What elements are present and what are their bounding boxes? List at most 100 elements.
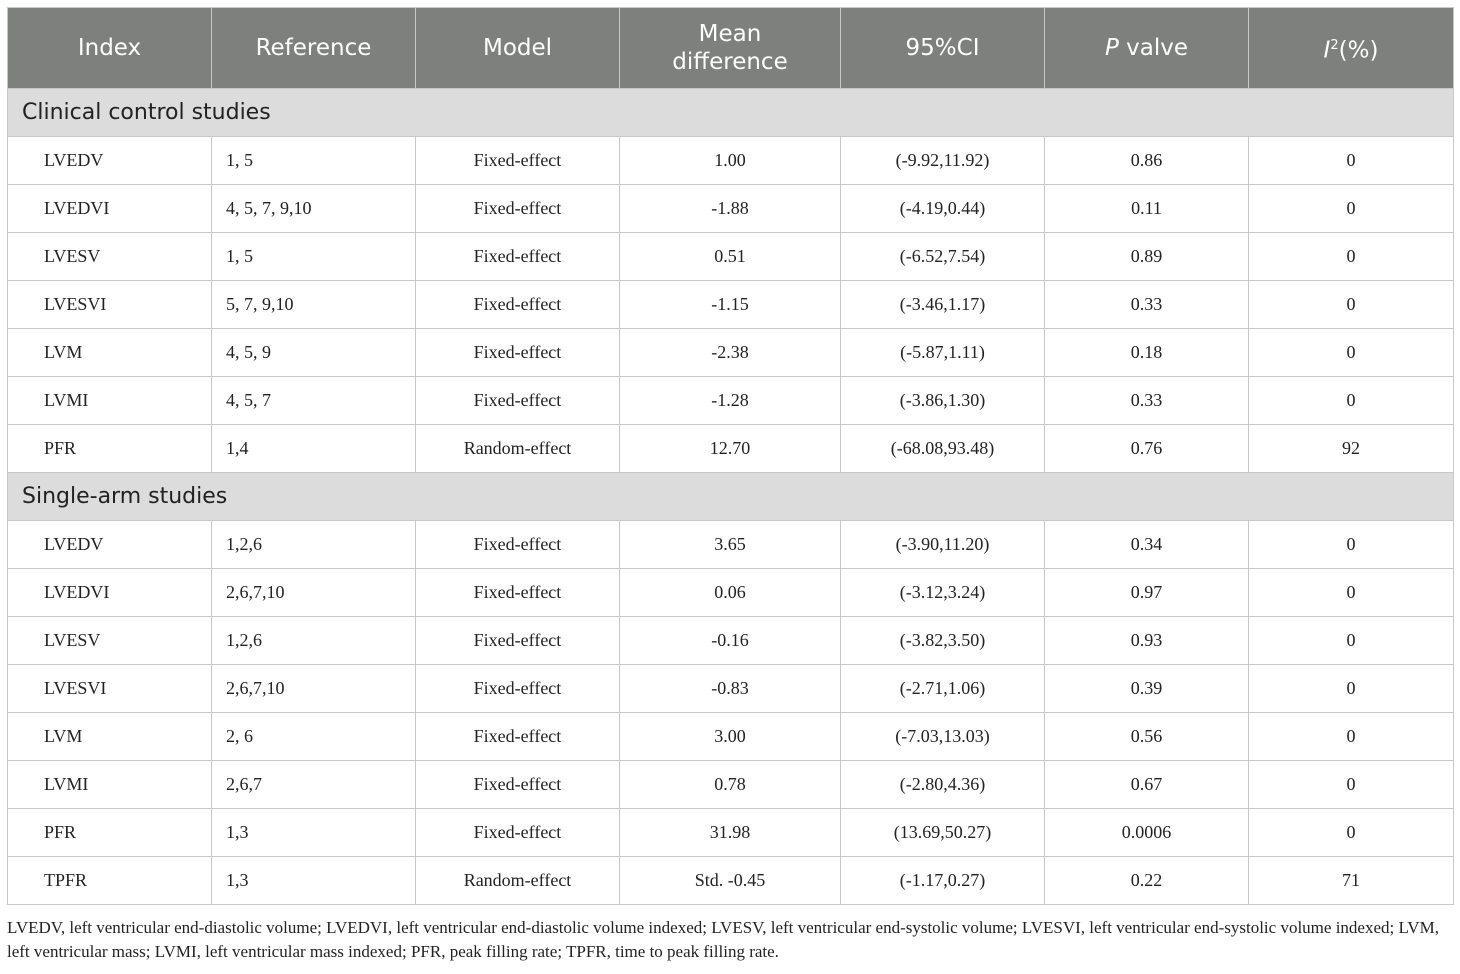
cell-model: Fixed-effect	[415, 664, 620, 713]
table-row: LVESV 1, 5 Fixed-effect 0.51 (-6.52,7.54) 0.8…	[7, 232, 1454, 281]
cell-index: PFR	[7, 424, 212, 473]
cell-reference: 1,3	[211, 856, 416, 905]
cell-mean-difference: -0.83	[619, 664, 841, 713]
table-row: LVM 4, 5, 9 Fixed-effect -2.38 (-5.87,1.11) 0…	[7, 328, 1454, 377]
cell-p-value: 0.56	[1044, 712, 1249, 761]
table-row: LVESV 1,2,6 Fixed-effect -0.16 (-3.82,3.50) 0…	[7, 616, 1454, 665]
header-mean-difference: Mean difference	[619, 7, 841, 89]
cell-i2: 0	[1248, 280, 1454, 329]
cell-mean-difference: 0.51	[619, 232, 841, 281]
cell-i2: 0	[1248, 328, 1454, 377]
cell-i2: 0	[1248, 184, 1454, 233]
cell-index: LVM	[7, 328, 212, 377]
cell-p-value: 0.33	[1044, 376, 1249, 425]
cell-model: Random-effect	[415, 856, 620, 905]
header-p-value: P valve	[1044, 7, 1249, 89]
cell-i2: 0	[1248, 568, 1454, 617]
cell-p-value: 0.11	[1044, 184, 1249, 233]
cell-index: LVESVI	[7, 664, 212, 713]
cell-mean-difference: 3.65	[619, 520, 841, 569]
cell-model: Fixed-effect	[415, 184, 620, 233]
cell-p-value: 0.97	[1044, 568, 1249, 617]
table-row: LVESVI 2,6,7,10 Fixed-effect -0.83 (-2.71,1.…	[7, 664, 1454, 713]
cell-model: Fixed-effect	[415, 280, 620, 329]
cell-i2: 71	[1248, 856, 1454, 905]
cell-index: LVMI	[7, 376, 212, 425]
cell-ci: (-3.46,1.17)	[840, 280, 1045, 329]
cell-ci: (-6.52,7.54)	[840, 232, 1045, 281]
cell-i2: 0	[1248, 664, 1454, 713]
cell-reference: 4, 5, 7	[211, 376, 416, 425]
table-row: LVEDV 1, 5 Fixed-effect 1.00 (-9.92,11.92) 0.…	[7, 136, 1454, 185]
cell-reference: 2, 6	[211, 712, 416, 761]
table-row: LVESVI 5, 7, 9,10 Fixed-effect -1.15 (-3.46,…	[7, 280, 1454, 329]
cell-ci: (-4.19,0.44)	[840, 184, 1045, 233]
cell-reference: 5, 7, 9,10	[211, 280, 416, 329]
cell-mean-difference: 0.78	[619, 760, 841, 809]
table-row: LVM 2, 6 Fixed-effect 3.00 (-7.03,13.03) 0.56…	[7, 712, 1454, 761]
cell-p-value: 0.86	[1044, 136, 1249, 185]
header-p-italic: P	[1104, 35, 1119, 61]
cell-p-value: 0.93	[1044, 616, 1249, 665]
cell-ci: (-2.71,1.06)	[840, 664, 1045, 713]
cell-reference: 2,6,7	[211, 760, 416, 809]
cell-p-value: 0.22	[1044, 856, 1249, 905]
cell-mean-difference: -2.38	[619, 328, 841, 377]
header-i2: I2(%)	[1248, 7, 1454, 89]
header-reference: Reference	[211, 7, 416, 89]
cell-mean-difference: -1.28	[619, 376, 841, 425]
cell-index: LVEDV	[7, 136, 212, 185]
cell-ci: (-3.82,3.50)	[840, 616, 1045, 665]
cell-ci: (-3.86,1.30)	[840, 376, 1045, 425]
section-header-row: Single-arm studies	[7, 472, 1454, 521]
cell-index: LVEDVI	[7, 568, 212, 617]
cell-model: Fixed-effect	[415, 376, 620, 425]
cell-p-value: 0.18	[1044, 328, 1249, 377]
cell-p-value: 0.89	[1044, 232, 1249, 281]
cell-mean-difference: -0.16	[619, 616, 841, 665]
cell-i2: 0	[1248, 808, 1454, 857]
cell-p-value: 0.76	[1044, 424, 1249, 473]
cell-index: LVEDVI	[7, 184, 212, 233]
header-i2-italic: I	[1323, 37, 1331, 64]
section-title: Clinical control studies	[7, 88, 1454, 137]
cell-ci: (-3.90,11.20)	[840, 520, 1045, 569]
table-row: PFR 1,4 Random-effect 12.70 (-68.08,93.48) 0.…	[7, 424, 1454, 473]
cell-mean-difference: 0.06	[619, 568, 841, 617]
cell-model: Fixed-effect	[415, 808, 620, 857]
table-row: LVEDVI 4, 5, 7, 9,10 Fixed-effect -1.88 (-4.…	[7, 184, 1454, 233]
cell-reference: 2,6,7,10	[211, 664, 416, 713]
cell-model: Fixed-effect	[415, 328, 620, 377]
cell-ci: (-3.12,3.24)	[840, 568, 1045, 617]
cell-mean-difference: Std. -0.45	[619, 856, 841, 905]
cell-mean-difference: 12.70	[619, 424, 841, 473]
header-ci: 95%CI	[840, 7, 1045, 89]
cell-reference: 1, 5	[211, 232, 416, 281]
cell-ci: (-2.80,4.36)	[840, 760, 1045, 809]
cell-model: Fixed-effect	[415, 520, 620, 569]
cell-mean-difference: 1.00	[619, 136, 841, 185]
cell-reference: 1,3	[211, 808, 416, 857]
cell-p-value: 0.34	[1044, 520, 1249, 569]
section-title: Single-arm studies	[7, 472, 1454, 521]
cell-reference: 1,2,6	[211, 520, 416, 569]
cell-index: PFR	[7, 808, 212, 857]
table-body: Clinical control studies LVEDV 1, 5 Fixed-e…	[7, 88, 1454, 905]
header-model: Model	[415, 7, 620, 89]
cell-mean-difference: -1.88	[619, 184, 841, 233]
table-header: Index Reference Model Mean difference 95…	[7, 7, 1454, 89]
cell-ci: (-68.08,93.48)	[840, 424, 1045, 473]
cell-model: Fixed-effect	[415, 616, 620, 665]
cell-index: LVESV	[7, 616, 212, 665]
header-p-rest: valve	[1118, 35, 1189, 61]
cell-index: TPFR	[7, 856, 212, 905]
cell-i2: 0	[1248, 616, 1454, 665]
cell-p-value: 0.67	[1044, 760, 1249, 809]
cell-index: LVEDV	[7, 520, 212, 569]
cell-reference: 1,4	[211, 424, 416, 473]
meta-analysis-table: Index Reference Model Mean difference 95…	[7, 7, 1454, 905]
cell-i2: 0	[1248, 712, 1454, 761]
table-row: TPFR 1,3 Random-effect Std. -0.45 (-1.17,0.2…	[7, 856, 1454, 905]
cell-model: Fixed-effect	[415, 568, 620, 617]
cell-ci: (-9.92,11.92)	[840, 136, 1045, 185]
